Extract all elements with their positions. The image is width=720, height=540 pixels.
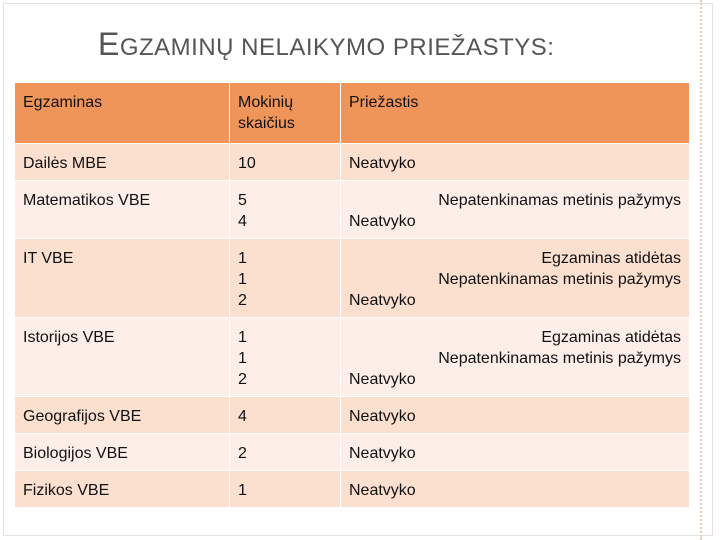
table-cell: Neatvyko — [340, 470, 690, 508]
cell-line: Istorijos VBE — [23, 329, 115, 346]
table-cell: 10 — [229, 143, 341, 181]
slide-title: EGZAMINŲ NELAIKYMO PRIEŽASTYS: — [98, 26, 555, 62]
cell-line: skaičius — [238, 115, 295, 132]
cell-line: Neatvyko — [349, 408, 416, 425]
cell-line: Neatvyko — [349, 292, 416, 309]
table-cell: Matematikos VBE — [14, 180, 230, 239]
table-cell: Egzaminas atidėtas Nepatenkinamas metinis… — [340, 317, 690, 397]
cell-line: Egzaminas atidėtas — [541, 329, 681, 346]
table-cell: Neatvyko — [340, 143, 690, 181]
table-row: Geografijos VBE 4 Neatvyko — [14, 396, 690, 434]
cell-line: Dailės MBE — [23, 155, 107, 172]
cell-line: Egzaminas — [23, 94, 103, 111]
table-cell: IT VBE — [14, 238, 230, 318]
cell-line: 1 — [238, 482, 247, 499]
table-row: Fizikos VBE 1 Neatvyko — [14, 470, 690, 508]
table-cell: Mokinių skaičius — [229, 82, 341, 144]
cell-line: 2 — [238, 292, 247, 309]
cell-line: Neatvyko — [349, 371, 416, 388]
table-cell: Egzaminas atidėtas Nepatenkinamas metinis… — [340, 238, 690, 318]
table-cell: Geografijos VBE — [14, 396, 230, 434]
table-cell: Egzaminas — [14, 82, 230, 144]
table-cell: Neatvyko — [340, 396, 690, 434]
table-cell: Istorijos VBE — [14, 317, 230, 397]
cell-line: Mokinių — [238, 94, 294, 111]
table-cell: 1 1 2 — [229, 317, 341, 397]
cell-line: 2 — [238, 371, 247, 388]
table-row: Egzaminas Mokinių skaičius Priežastis — [14, 82, 690, 144]
cell-line: 1 — [238, 350, 247, 367]
cell-line: 10 — [238, 155, 256, 172]
cell-line: Nepatenkinamas metinis pažymys — [438, 192, 681, 209]
table-cell: Biologijos VBE — [14, 433, 230, 471]
table-row: Istorijos VBE 1 1 2 Egzaminas atidėtas Nepate… — [14, 317, 690, 397]
cell-line: 5 — [238, 192, 247, 209]
table-cell: 4 — [229, 396, 341, 434]
cell-line: Geografijos VBE — [23, 408, 142, 425]
cell-line: Fizikos VBE — [23, 482, 110, 499]
cell-line: 1 — [238, 271, 247, 288]
cell-line: Neatvyko — [349, 155, 416, 172]
cell-line: 1 — [238, 329, 247, 346]
cell-line: Neatvyko — [349, 445, 416, 462]
cell-line: Nepatenkinamas metinis pažymys — [438, 271, 681, 288]
cell-line: Neatvyko — [349, 482, 416, 499]
cell-line: Neatvyko — [349, 213, 416, 230]
cell-line: Nepatenkinamas metinis pažymys — [438, 350, 681, 367]
table-row: Biologijos VBE 2 Neatvyko — [14, 433, 690, 471]
table-row: IT VBE 1 1 2 Egzaminas atidėtas Nepatenkinama… — [14, 238, 690, 318]
table-cell: Priežastis — [340, 82, 690, 144]
table-cell: Dailės MBE — [14, 143, 230, 181]
cell-line: 4 — [238, 213, 247, 230]
cell-line: IT VBE — [23, 250, 74, 267]
cell-line: Biologijos VBE — [23, 445, 128, 462]
decorative-dotted-line — [700, 0, 702, 540]
cell-line: Matematikos VBE — [23, 192, 151, 209]
table: Egzaminas Mokinių skaičius Priežastis Dailės… — [14, 82, 690, 508]
table-cell: Nepatenkinamas metinis pažymys Neatvyko — [340, 180, 690, 239]
slide-border — [3, 3, 713, 536]
table-row: Matematikos VBE 5 4 Nepatenkinamas metinis … — [14, 180, 690, 239]
table-row: Dailės MBE 10 Neatvyko — [14, 143, 690, 181]
table-cell: 2 — [229, 433, 341, 471]
cell-line: 2 — [238, 445, 247, 462]
table-cell: 1 1 2 — [229, 238, 341, 318]
cell-line: 4 — [238, 408, 247, 425]
table-cell: Fizikos VBE — [14, 470, 230, 508]
cell-line: Priežastis — [349, 94, 419, 111]
cell-line: Egzaminas atidėtas — [541, 250, 681, 267]
cell-line: 1 — [238, 250, 247, 267]
table-cell: 1 — [229, 470, 341, 508]
table-cell: Neatvyko — [340, 433, 690, 471]
